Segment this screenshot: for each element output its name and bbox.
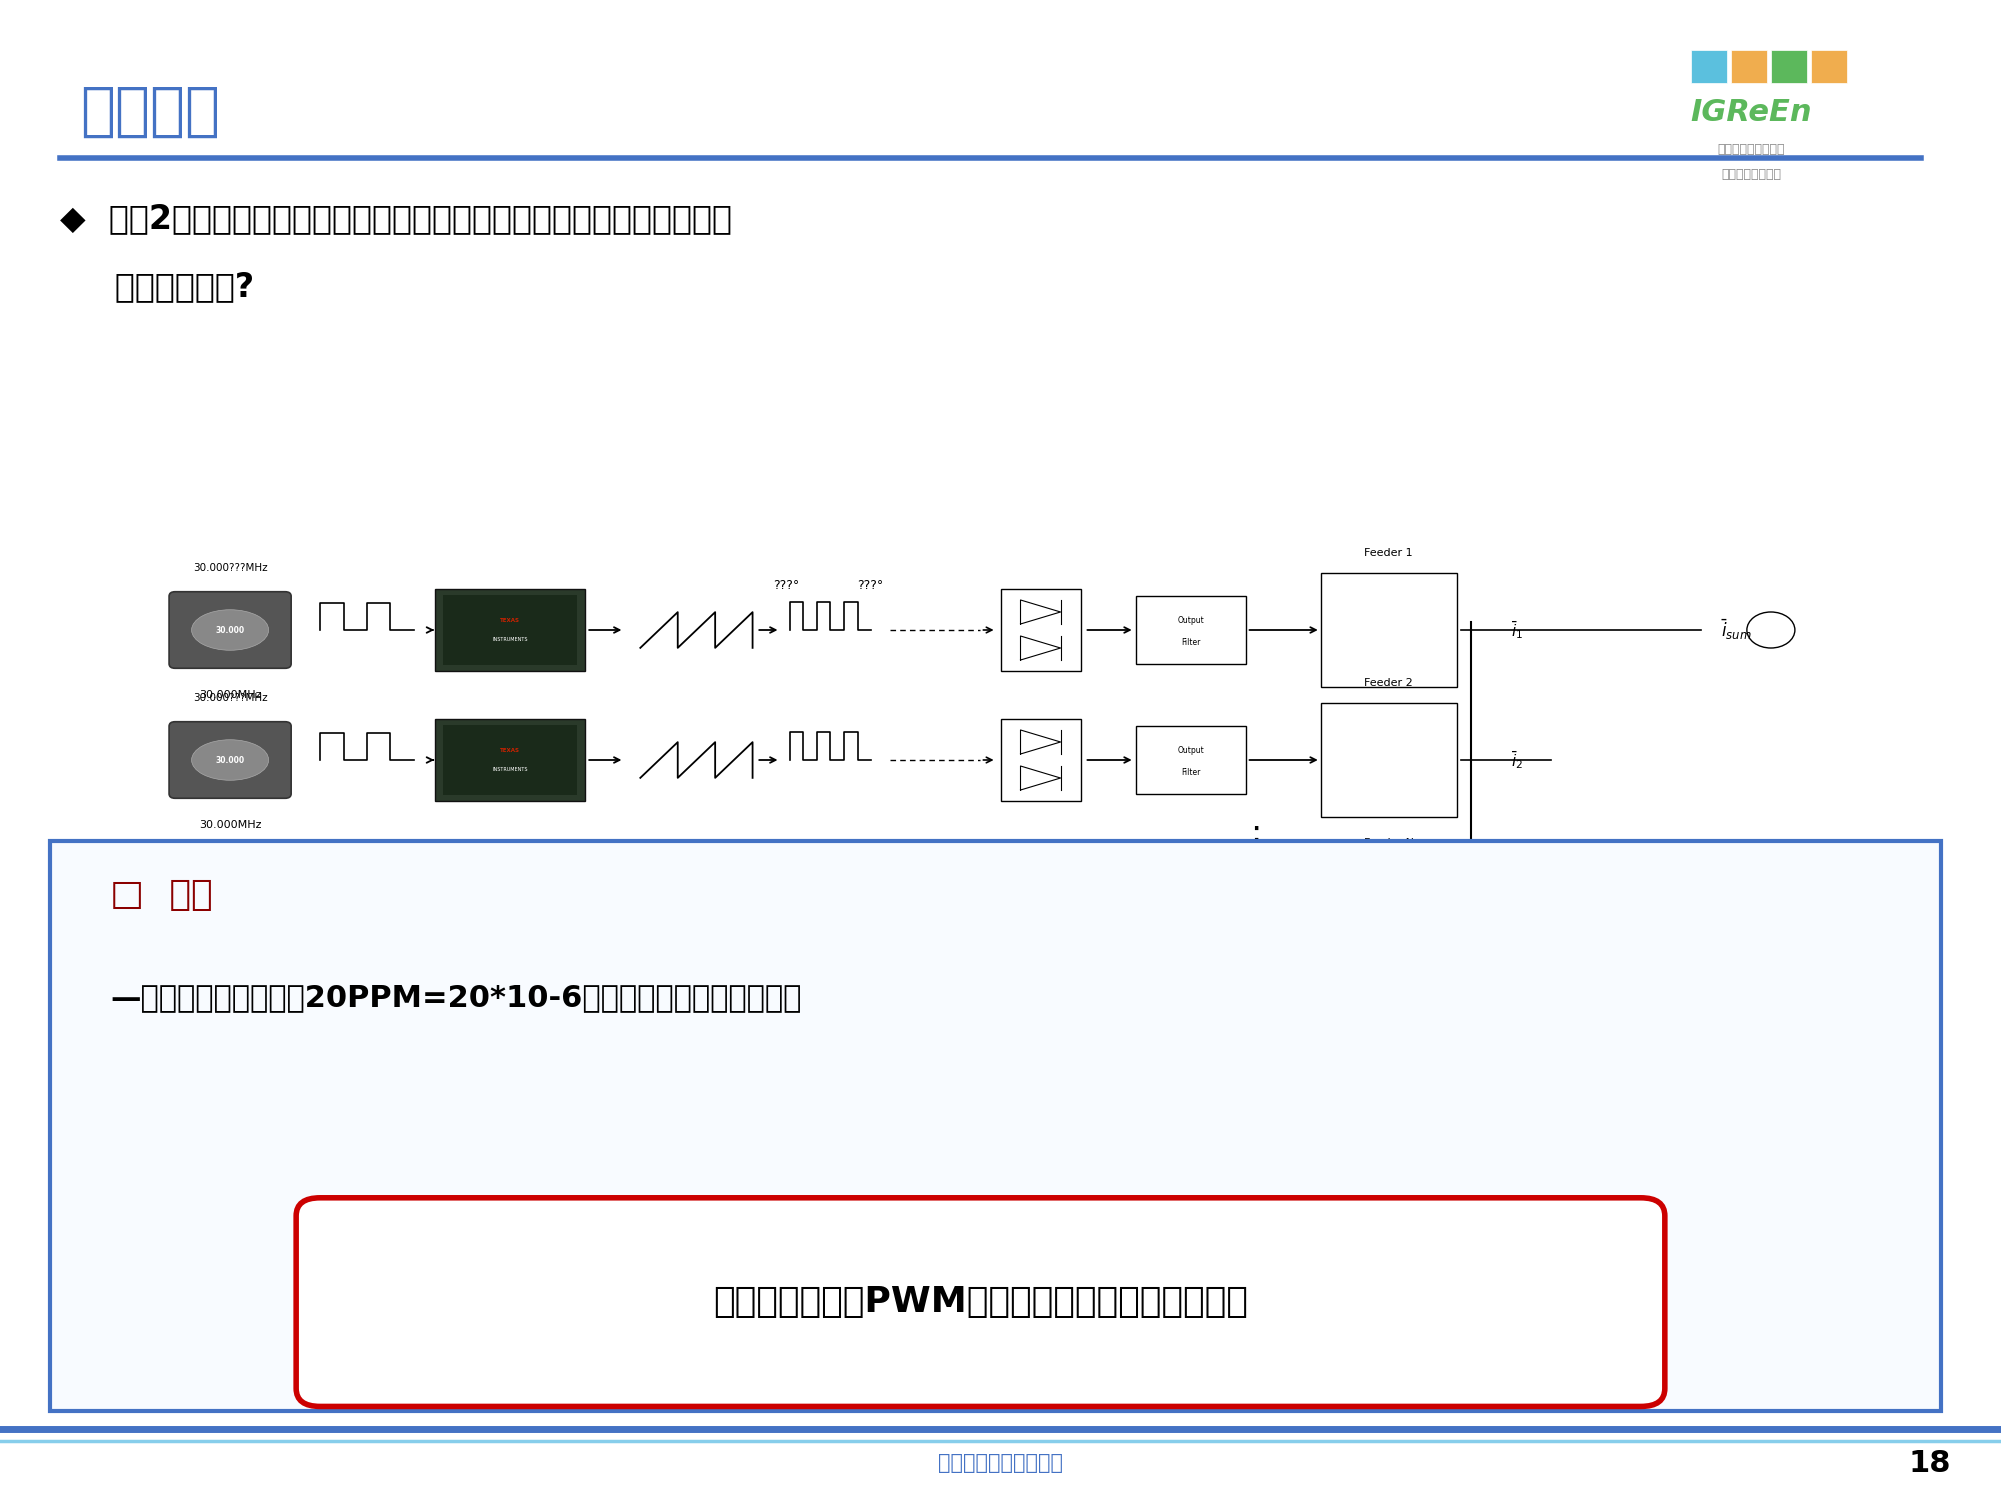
- Bar: [444, 884, 576, 955]
- FancyBboxPatch shape: [168, 722, 292, 799]
- Bar: [1000, 588, 1081, 671]
- Bar: [434, 878, 584, 961]
- Text: Feeder 2: Feeder 2: [1365, 678, 1413, 687]
- FancyBboxPatch shape: [168, 881, 292, 958]
- Text: 山东大学可再生能源: 山东大学可再生能源: [1717, 143, 1785, 156]
- FancyBboxPatch shape: [168, 591, 292, 668]
- Text: 30.000???MHz: 30.000???MHz: [192, 693, 268, 702]
- Text: Output: Output: [1177, 746, 1205, 755]
- Text: Feeder 1: Feeder 1: [1365, 548, 1413, 558]
- Text: $\bar{i}_{sum}$: $\bar{i}_{sum}$: [1721, 618, 1751, 642]
- Text: TEXAS: TEXAS: [500, 749, 520, 754]
- Bar: [1000, 878, 1081, 961]
- Text: 基本原理: 基本原理: [80, 83, 220, 140]
- Ellipse shape: [192, 740, 268, 781]
- Text: $\bar{i}_1$: $\bar{i}_1$: [1511, 618, 1523, 641]
- Bar: [1000, 719, 1081, 802]
- Text: □  原因: □ 原因: [110, 878, 212, 913]
- Text: 30.000: 30.000: [216, 755, 244, 764]
- Text: TEXAS: TEXAS: [500, 908, 520, 914]
- Text: INSTRUMENTS: INSTRUMENTS: [492, 926, 528, 932]
- Text: 30.000MHz: 30.000MHz: [198, 820, 262, 830]
- Bar: [1321, 863, 1457, 977]
- Text: 30.000: 30.000: [216, 626, 244, 635]
- Text: 18: 18: [1909, 1448, 1951, 1478]
- Text: Filter: Filter: [1181, 767, 1201, 776]
- Ellipse shape: [192, 609, 268, 650]
- Text: ???°: ???°: [856, 579, 884, 593]
- Bar: [1137, 886, 1245, 953]
- Bar: [1731, 50, 1767, 83]
- Bar: [444, 725, 576, 796]
- Bar: [1321, 702, 1457, 817]
- Bar: [1771, 50, 1807, 83]
- Circle shape: [1747, 612, 1795, 648]
- Text: 多并联逆变器的PWM之间相位不确定且随时间变化: 多并联逆变器的PWM之间相位不确定且随时间变化: [712, 1285, 1249, 1319]
- Text: 30.000MHz: 30.000MHz: [198, 980, 262, 991]
- Text: INSTRUMENTS: INSTRUMENTS: [492, 767, 528, 772]
- Bar: [1137, 726, 1245, 794]
- Bar: [1811, 50, 1847, 83]
- Text: 与智能电网研究所: 与智能电网研究所: [1721, 168, 1781, 182]
- Text: ◆  问题2：晶振存在误差，如何让脉宽调制波相位固定在最佳相位位置，: ◆ 问题2：晶振存在误差，如何让脉宽调制波相位固定在最佳相位位置，: [60, 203, 732, 236]
- Bar: [1137, 596, 1245, 663]
- Text: INSTRUMENTS: INSTRUMENTS: [492, 636, 528, 641]
- Text: IGReEn: IGReEn: [1691, 98, 1811, 126]
- Ellipse shape: [192, 899, 268, 940]
- FancyBboxPatch shape: [296, 1198, 1665, 1406]
- Text: Output: Output: [1177, 907, 1205, 916]
- Text: 30.000MHz: 30.000MHz: [198, 690, 262, 699]
- Text: Output: Output: [1177, 617, 1205, 626]
- Text: —晶振自身误差范围为20PPM=20*10-6，晶振误差受其工作环境影: —晶振自身误差范围为20PPM=20*10-6，晶振误差受其工作环境影: [110, 983, 802, 1012]
- Text: $\bar{i}_2$: $\bar{i}_2$: [1511, 749, 1523, 772]
- Text: ⋮: ⋮: [1239, 824, 1273, 857]
- Text: 30.000???MHz: 30.000???MHz: [192, 563, 268, 573]
- Text: ???°: ???°: [772, 579, 800, 593]
- Text: Filter: Filter: [1181, 638, 1201, 647]
- Text: $\bar{i}_N$: $\bar{i}_N$: [1511, 910, 1525, 931]
- Bar: [434, 588, 584, 671]
- Bar: [1691, 50, 1727, 83]
- Text: 30.000???MHz: 30.000???MHz: [192, 853, 268, 863]
- Bar: [1321, 573, 1457, 687]
- FancyBboxPatch shape: [50, 841, 1941, 1411]
- Text: 30.000: 30.000: [216, 916, 244, 925]
- Text: Filter: Filter: [1181, 928, 1201, 937]
- Bar: [434, 719, 584, 802]
- Bar: [444, 594, 576, 665]
- Text: 不随时间变化?: 不随时间变化?: [80, 270, 254, 303]
- Text: Feeder N: Feeder N: [1365, 838, 1413, 848]
- Text: 《电工技术学报》发布: 《电工技术学报》发布: [938, 1453, 1063, 1474]
- Text: TEXAS: TEXAS: [500, 618, 520, 623]
